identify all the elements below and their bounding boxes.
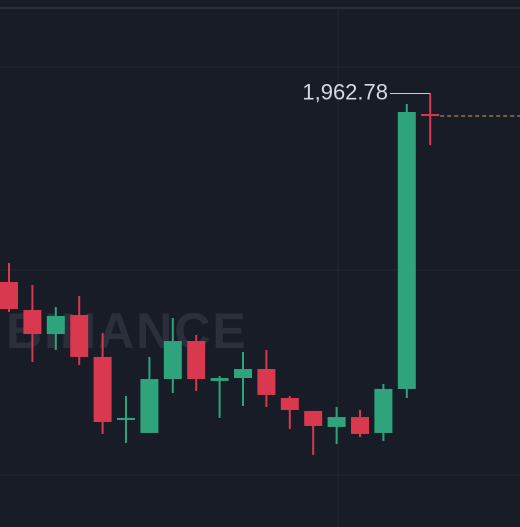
candle-body [70, 314, 89, 357]
candle-body [327, 417, 346, 427]
candle-body [304, 410, 323, 426]
candle-body [234, 369, 252, 379]
candle-body [280, 397, 299, 410]
candle-body [397, 111, 416, 389]
candle-body [93, 356, 112, 423]
watermark: BINANCE [6, 303, 248, 359]
annotation-label: 1,962.78 [302, 79, 388, 104]
candle-body [257, 369, 276, 395]
candle-body [117, 417, 135, 420]
candle-body [351, 417, 369, 434]
candle-body [163, 341, 182, 380]
candle-body [187, 341, 206, 380]
candle-body [210, 378, 229, 381]
candle-body [140, 379, 159, 433]
candle-body [0, 281, 18, 310]
candle-body [421, 114, 440, 117]
candle-body [46, 315, 65, 335]
candle-body [23, 310, 42, 335]
candle-body [374, 388, 393, 433]
